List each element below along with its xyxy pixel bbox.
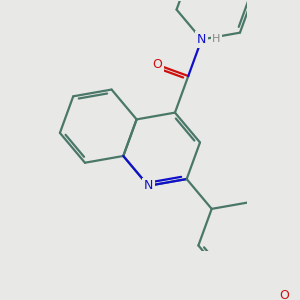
Text: O: O — [279, 289, 289, 300]
Text: N: N — [144, 179, 153, 192]
Text: H: H — [212, 34, 220, 44]
Text: N: N — [197, 33, 206, 46]
Text: O: O — [152, 58, 162, 71]
